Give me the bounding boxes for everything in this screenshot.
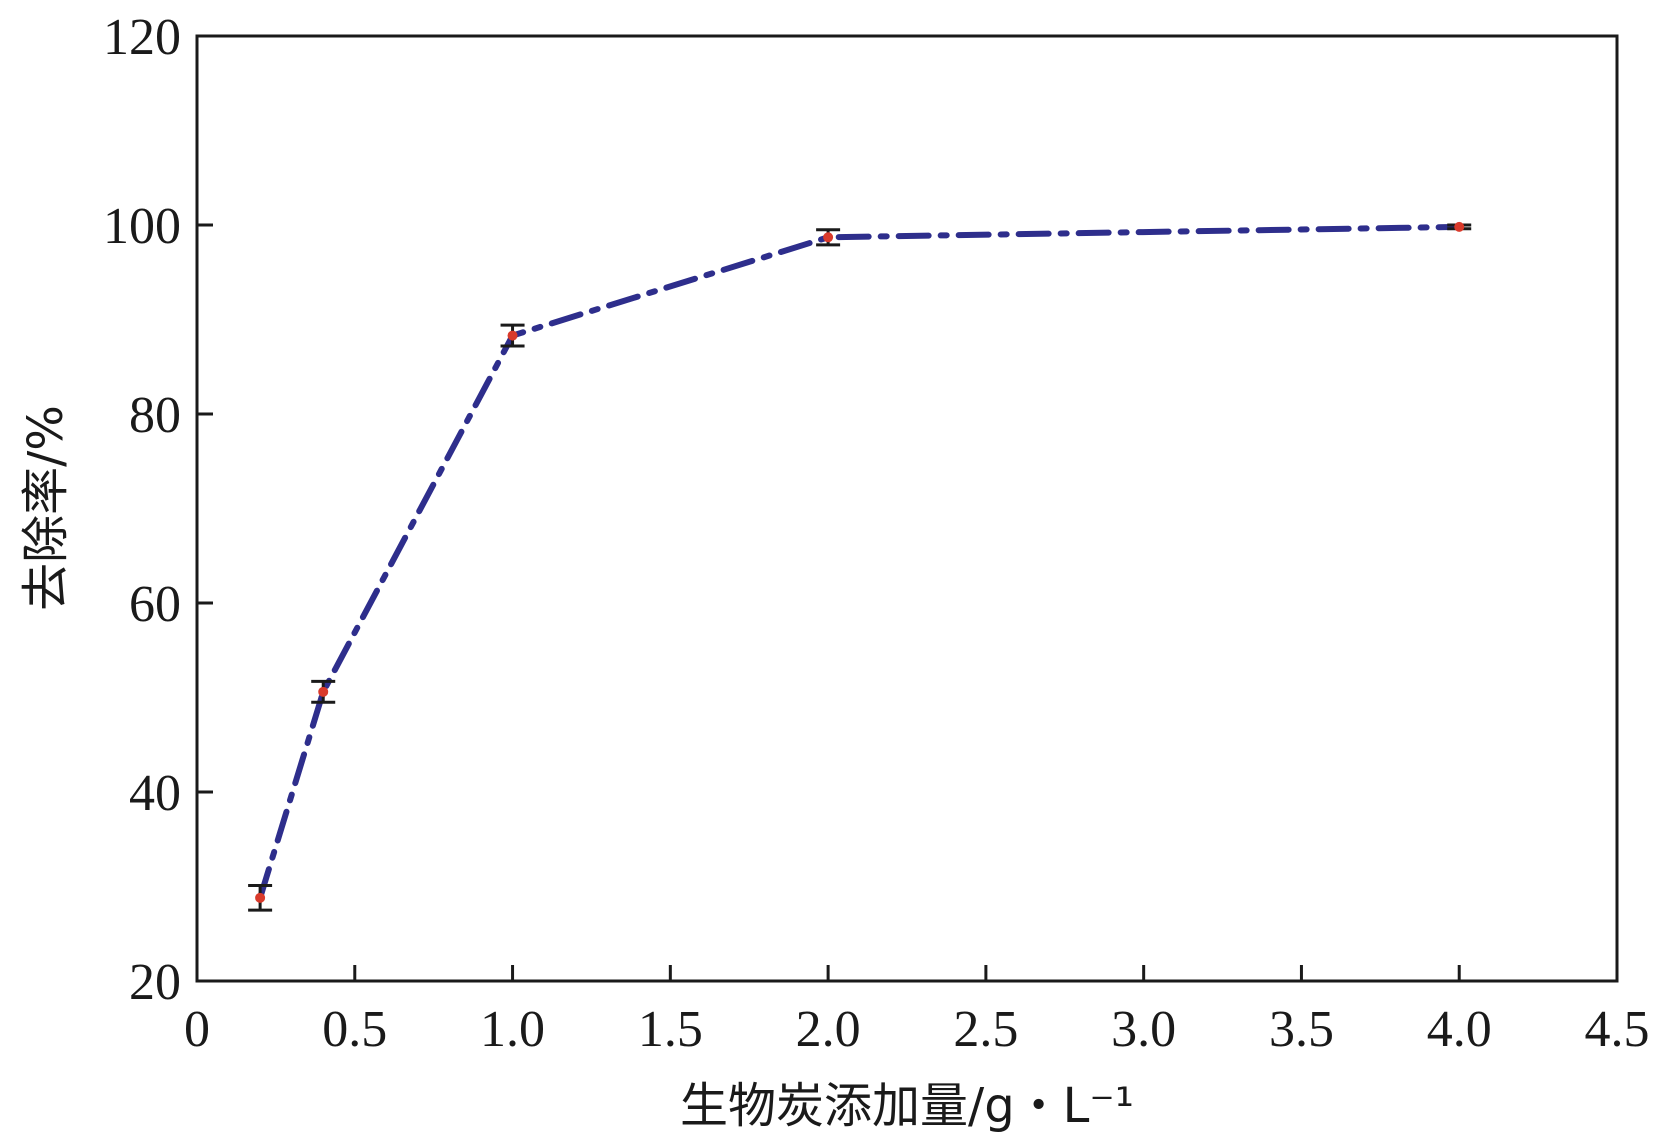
x-tick-label: 3.0 <box>1111 1001 1176 1058</box>
x-tick-label: 0.5 <box>322 1001 387 1058</box>
series-line <box>257 223 1463 901</box>
y-axis: 20 40 60 80 100 120 <box>103 9 213 1011</box>
data-point <box>318 686 329 697</box>
y-tick-label: 80 <box>129 387 181 444</box>
plot-frame <box>195 34 1619 983</box>
y-tick-label: 20 <box>129 954 181 1011</box>
x-tick-label: 1.5 <box>638 1001 703 1058</box>
x-tick-label: 1.0 <box>480 1001 545 1058</box>
x-tick-label: 3.5 <box>1269 1001 1334 1058</box>
y-tick-label: 120 <box>103 9 181 66</box>
x-tick-label: 2.0 <box>796 1001 861 1058</box>
x-tick-label: 4.0 <box>1427 1001 1492 1058</box>
data-point <box>255 892 266 903</box>
x-tick-label: 2.5 <box>953 1001 1018 1058</box>
data-point <box>507 330 518 341</box>
y-axis-title: 去除率/% <box>18 405 74 611</box>
x-tick-label: 0 <box>184 1001 210 1058</box>
y-tick-label: 100 <box>103 198 181 255</box>
x-tick-label: 4.5 <box>1585 1001 1650 1058</box>
x-axis-title: 生物炭添加量/g・L⁻¹ <box>680 1078 1134 1134</box>
series-layer <box>248 221 1472 912</box>
data-point <box>1454 221 1465 232</box>
data-point <box>823 232 834 243</box>
y-tick-label: 60 <box>129 576 181 633</box>
x-axis: 0 0.5 1.0 1.5 2.0 2.5 3.0 3.5 4.0 4.5 <box>184 965 1650 1058</box>
y-tick-label: 40 <box>129 765 181 822</box>
